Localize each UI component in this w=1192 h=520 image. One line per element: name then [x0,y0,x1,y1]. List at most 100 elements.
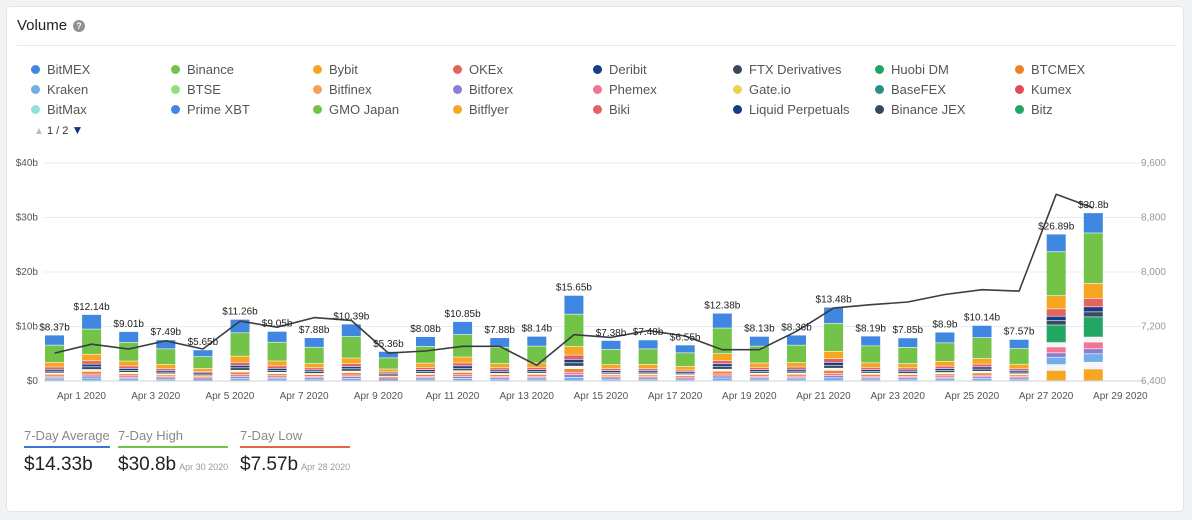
bar-segment [378,351,398,358]
legend-item-kraken[interactable]: Kraken [31,82,88,97]
bar-segment [861,346,881,363]
legend-item-label: Bitfinex [329,82,372,97]
legend-item-bitflyer[interactable]: Bitflyer [453,102,509,117]
bar-segment [230,374,250,377]
bar-value-label: $30.8b [1078,200,1109,211]
bar-segment [972,364,992,367]
bar-segment [453,363,473,366]
legend-item-bitfinex[interactable]: Bitfinex [313,82,372,97]
bar-segment [675,379,695,381]
legend-item-huobi-dm[interactable]: Huobi DM [875,62,949,77]
legend-item-okex[interactable]: OKEx [453,62,503,77]
legend-item-kumex[interactable]: Kumex [1015,82,1071,97]
bar-segment [341,369,361,371]
legend-item-bitforex[interactable]: Bitforex [453,82,513,97]
legend-dot-icon [733,105,742,114]
legend-item-biki[interactable]: Biki [593,102,630,117]
bar-value-label: $8.08b [410,324,441,335]
bar-segment [267,372,287,374]
bar-segment [935,343,955,361]
legend-item-binance-jex[interactable]: Binance JEX [875,102,965,117]
bar-segment [304,371,324,374]
legend-item-ftx-derivatives[interactable]: FTX Derivatives [733,62,841,77]
legend-item-binance[interactable]: Binance [171,62,234,77]
help-icon[interactable]: ? [73,20,86,32]
x-tick-label: Apr 7 2020 [280,391,329,402]
bar-segment [527,379,547,381]
bar-segment [527,371,547,373]
x-tick-label: Apr 27 2020 [1019,391,1074,402]
bar-segment [1083,317,1103,337]
bar-segment [341,366,361,369]
legend-item-liquid-perpetuals[interactable]: Liquid Perpetuals [733,102,849,117]
bar-segment [156,379,176,381]
legend-item-phemex[interactable]: Phemex [593,82,657,97]
bar-segment [824,362,844,365]
bar-segment [564,355,584,360]
bar-segment [787,377,806,379]
bar-segment [156,374,176,375]
bar-segment [972,358,992,364]
legend-item-bitz[interactable]: Bitz [1015,102,1053,117]
y-tick-label: $40b [16,158,39,169]
bar-segment [564,369,584,372]
legend-item-label: Binance [187,62,234,77]
bar-segment [675,374,695,376]
bar-segment [1046,325,1066,343]
bar-segment [230,356,250,362]
legend-prev-icon[interactable]: ▲ [34,126,44,137]
bar-segment [638,376,658,378]
legend-item-bitmax[interactable]: BitMax [31,102,87,117]
bar-segment [341,371,361,373]
legend-item-gate-io[interactable]: Gate.io [733,82,791,97]
legend-item-label: BitMEX [47,62,91,77]
bar-segment [45,374,64,376]
bar-segment [45,367,64,369]
bar-segment [341,378,361,381]
bar-segment [638,368,658,371]
legend-item-gmo-japan[interactable]: GMO Japan [313,102,399,117]
bar-segment [638,349,658,365]
legend-item-label: Bybit [329,62,358,77]
bar-segment [1009,376,1029,378]
stacked-bar [193,350,213,381]
bar-segment [267,374,287,376]
bar-segment [156,375,176,377]
bar-segment [638,378,658,379]
stacked-bar [1009,339,1029,381]
legend-item-label: Deribit [609,62,647,77]
bar-segment [527,346,547,363]
bar-segment [787,345,806,363]
bar-segment [490,338,510,347]
bar-segment [749,377,769,379]
bar-segment [341,373,361,375]
legend-item-prime-xbt[interactable]: Prime XBT [171,102,250,117]
bar-segment [378,373,398,375]
bar-segment [861,376,881,378]
bar-segment [824,370,844,374]
bar-segment [712,364,732,367]
legend-item-bitmex[interactable]: BitMEX [31,62,90,77]
price-line [54,193,1094,367]
legend-item-btse[interactable]: BTSE [171,82,221,97]
bar-segment [119,377,139,379]
legend-item-label: Bitz [1031,102,1053,117]
bar-segment [341,358,361,364]
stat-7-day-high: 7-Day High $30.8b Apr 30 2020 [118,428,229,476]
legend-item-btcmex[interactable]: BTCMEX [1015,62,1085,77]
bar-value-label: $12.14b [74,302,111,313]
bar-segment [935,379,955,381]
legend-item-deribit[interactable]: Deribit [593,62,647,77]
bar-segment [1009,379,1029,381]
legend-item-basefex[interactable]: BaseFEX [875,82,946,97]
stacked-bar [119,331,139,381]
bar-segment [1083,213,1103,233]
x-tick-label: Apr 19 2020 [722,391,777,402]
legend-item-bybit[interactable]: Bybit [313,62,358,77]
bar-segment [45,362,64,367]
bar-segment [341,377,361,379]
bar-value-label: $8.13b [744,324,775,335]
legend-next-icon[interactable]: ▼ [71,123,84,137]
stat-date: Apr 30 2020 [179,462,229,472]
legend-dot-icon [1015,105,1024,114]
